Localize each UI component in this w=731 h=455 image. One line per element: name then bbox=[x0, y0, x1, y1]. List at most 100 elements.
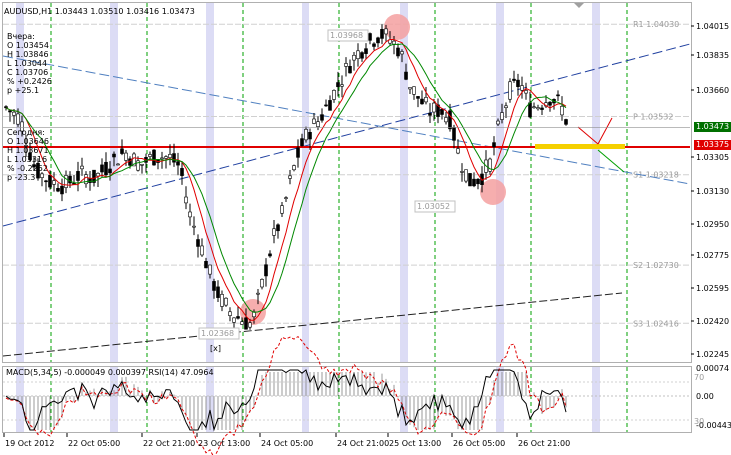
price-axis-label: 1.04015 bbox=[696, 22, 729, 31]
bear-candle bbox=[152, 149, 156, 166]
projection-line bbox=[597, 117, 613, 145]
price-axis-label: 1.03835 bbox=[696, 51, 729, 60]
bull-candle bbox=[148, 154, 152, 157]
bull-candle bbox=[140, 163, 144, 166]
time-axis-label: 23 Oct 13:00 bbox=[198, 439, 250, 448]
time-axis-label: 19 Oct 2012 bbox=[5, 439, 54, 448]
session-band-indicator bbox=[400, 367, 408, 432]
price-axis-label: 1.02245 bbox=[696, 350, 729, 359]
pivot-label-s3: S3 1.02416 bbox=[633, 319, 679, 328]
bull-candle bbox=[192, 225, 196, 228]
time-axis-label: 22 Oct 05:00 bbox=[68, 439, 120, 448]
bear-candle bbox=[28, 152, 32, 161]
bear-candle bbox=[44, 180, 48, 183]
session-band-indicator bbox=[302, 367, 309, 432]
bear-candle bbox=[36, 162, 40, 179]
bull-candle bbox=[240, 321, 244, 325]
bull-candle bbox=[232, 317, 236, 323]
yesterday-low: L 1.03044 bbox=[7, 59, 48, 68]
price-axis-label: 1.03130 bbox=[696, 187, 729, 196]
bull-candle bbox=[224, 297, 228, 306]
bear-candle bbox=[60, 185, 64, 195]
bull-candle bbox=[444, 117, 448, 123]
bull-candle bbox=[408, 87, 412, 90]
bear-candle bbox=[420, 98, 424, 105]
bear-candle bbox=[196, 239, 200, 247]
projection-line bbox=[597, 149, 625, 173]
slow-ma-line bbox=[5, 43, 567, 313]
bear-candle bbox=[180, 168, 184, 176]
bull-candle bbox=[96, 173, 100, 177]
today-open: O 1.03646 bbox=[7, 137, 49, 146]
support-price-tag: 1.03375 bbox=[694, 140, 731, 150]
bull-candle bbox=[228, 311, 232, 316]
bear-candle bbox=[328, 100, 332, 111]
price-axis-label: 1.02775 bbox=[696, 251, 729, 260]
bear-candle bbox=[68, 175, 72, 184]
yesterday-percent: % +0.2426 bbox=[7, 77, 52, 86]
bull-candle bbox=[456, 148, 460, 154]
time-axis-label: 26 Oct 05:00 bbox=[453, 439, 505, 448]
support-zone bbox=[535, 144, 625, 149]
bull-candle bbox=[504, 105, 508, 109]
bull-candle bbox=[272, 228, 276, 236]
rsi-level-label: 30 bbox=[694, 417, 704, 426]
today-low: L 1.03316 bbox=[7, 155, 48, 164]
bull-candle bbox=[16, 113, 20, 125]
bear-candle bbox=[300, 138, 304, 146]
pivot-label-s2: S2 1.02730 bbox=[633, 261, 679, 270]
bear-candle bbox=[4, 106, 8, 109]
bear-candle bbox=[540, 107, 544, 110]
bull-candle bbox=[532, 106, 536, 109]
bull-candle bbox=[508, 81, 512, 100]
bear-candle bbox=[368, 33, 372, 41]
rsi-line bbox=[5, 369, 567, 432]
time-axis-label: 24 Oct 05:00 bbox=[261, 439, 313, 448]
bull-candle bbox=[400, 51, 404, 55]
today-percent: % -0.2252 bbox=[7, 164, 49, 173]
projection-line bbox=[577, 126, 599, 145]
price-label-box bbox=[198, 327, 240, 340]
indicator-panel-frame bbox=[2, 366, 692, 433]
bear-candle bbox=[176, 161, 180, 166]
bull-candle bbox=[64, 175, 68, 188]
price-label: 1.03052 bbox=[417, 202, 450, 211]
bull-candle bbox=[280, 205, 284, 214]
session-band bbox=[110, 3, 118, 362]
bear-candle bbox=[472, 178, 476, 187]
fast-ma-line bbox=[5, 38, 567, 321]
bear-candle bbox=[264, 264, 268, 277]
yesterday-close: C 1.03706 bbox=[7, 68, 49, 77]
time-axis-label: 24 Oct 21:00 bbox=[337, 439, 389, 448]
bull-candle bbox=[168, 154, 172, 158]
bull-candle bbox=[160, 157, 164, 160]
bear-candle bbox=[48, 175, 52, 188]
bear-candle bbox=[172, 153, 176, 163]
bear-candle bbox=[88, 178, 92, 183]
bear-candle bbox=[108, 168, 112, 174]
bear-candle bbox=[448, 110, 452, 130]
bull-candle bbox=[304, 129, 308, 141]
bull-candle bbox=[536, 107, 540, 110]
bear-candle bbox=[212, 281, 216, 291]
bull-candle bbox=[316, 121, 320, 127]
bull-candle bbox=[392, 40, 396, 45]
bear-candle bbox=[276, 224, 280, 232]
close-value: 1.03473 bbox=[161, 7, 195, 16]
bull-candle bbox=[84, 174, 88, 185]
bear-candle bbox=[236, 316, 240, 319]
bull-candle bbox=[20, 121, 24, 132]
session-band bbox=[16, 3, 24, 362]
bear-candle bbox=[452, 127, 456, 141]
bull-candle bbox=[220, 294, 224, 307]
bear-candle bbox=[324, 104, 328, 107]
bull-candle bbox=[248, 322, 252, 328]
shift-marker-icon bbox=[574, 3, 584, 8]
chart-header: AUDUSD,H1 1.03443 1.03510 1.03416 1.0347… bbox=[4, 7, 195, 16]
session-band bbox=[592, 3, 600, 362]
bear-candle bbox=[244, 317, 248, 330]
yesterday-high: H 1.03846 bbox=[7, 50, 49, 59]
bull-candle bbox=[24, 145, 28, 147]
